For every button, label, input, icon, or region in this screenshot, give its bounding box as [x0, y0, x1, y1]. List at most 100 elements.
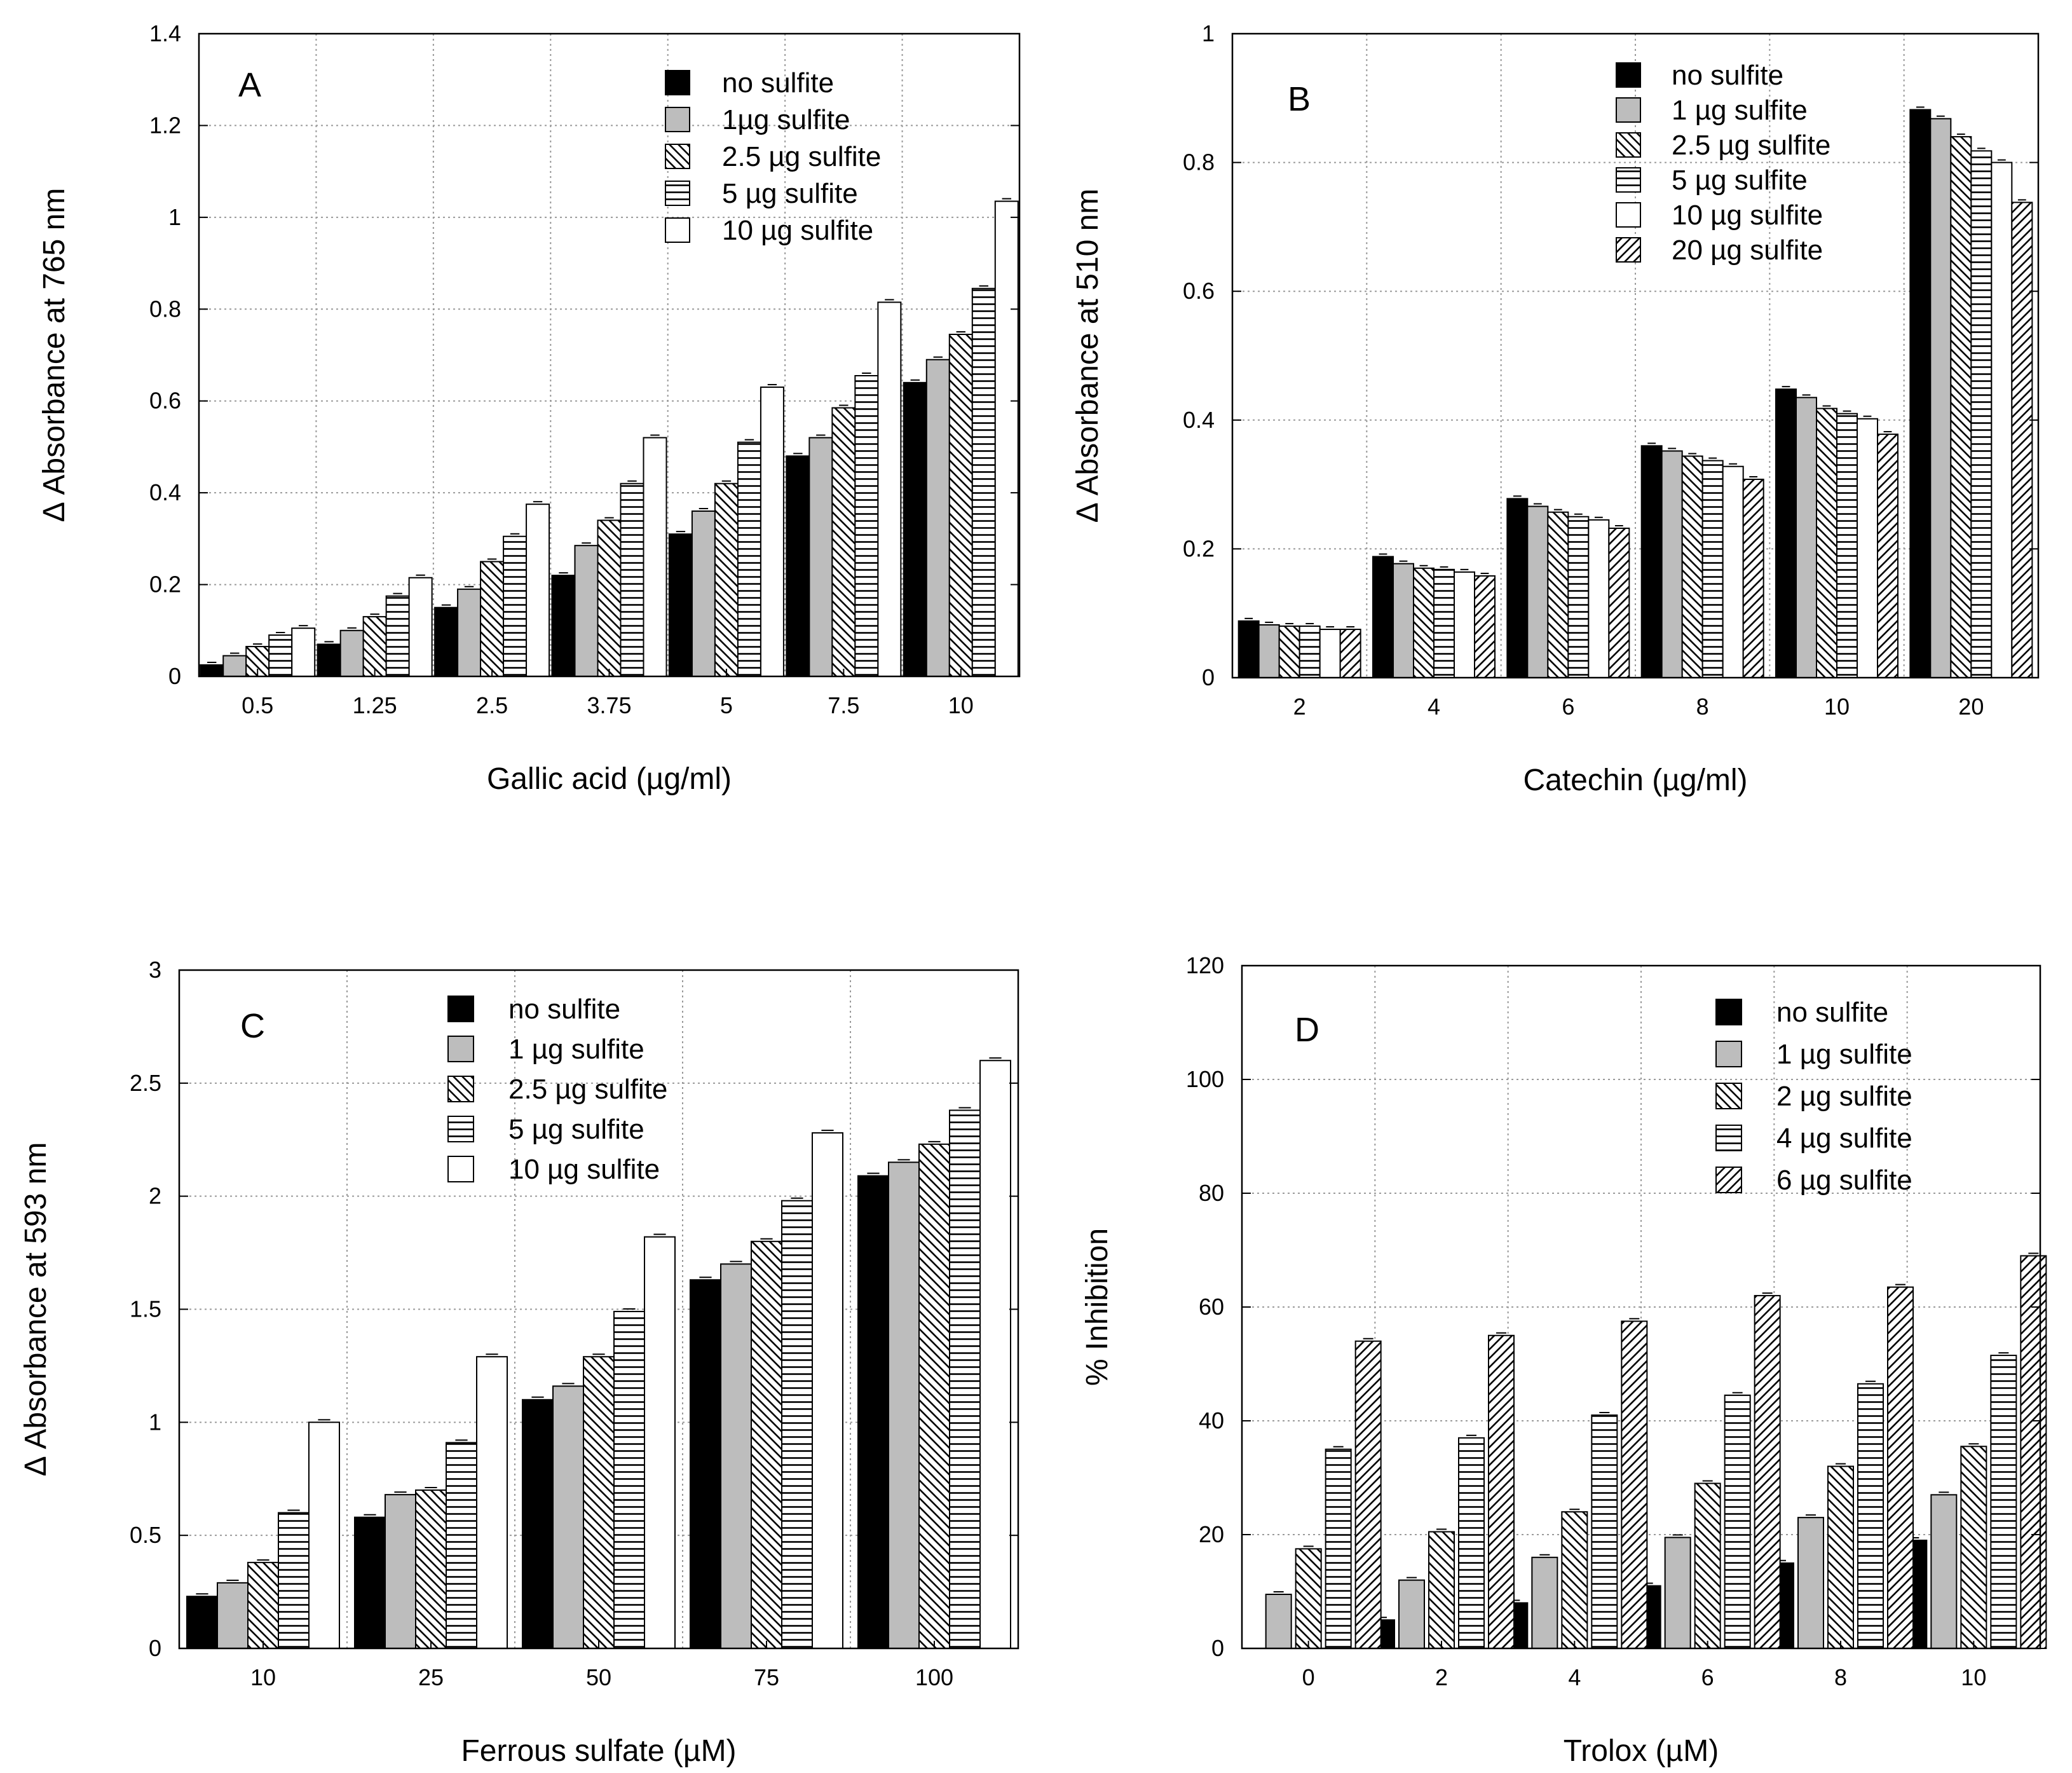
y-tick-label: 120 — [1186, 952, 1224, 978]
chart-panel-b: 0 0.2 0.4 0.6 0.8 1 2 4 6 8 10 20 Catechin (µg/ml) Δ … — [1071, 20, 2040, 797]
x-axis-title: Trolox (µM) — [1564, 1734, 1719, 1768]
y-tick-label: 0.2 — [1183, 535, 1215, 561]
bar-a-s4-c2 — [526, 503, 550, 677]
legend-swatch — [665, 144, 690, 169]
bar-c-s4-c4 — [979, 1060, 1011, 1650]
x-tick-label: 3.75 — [587, 692, 631, 718]
bar-a-s1-c0 — [222, 655, 247, 677]
bar-a-s4-c4 — [760, 387, 784, 677]
bar-b-s5-c4 — [1877, 434, 1898, 678]
x-tick-label: 100 — [915, 1664, 953, 1690]
bar-b-s5-c2 — [1608, 527, 1630, 679]
legend-swatch — [1616, 132, 1641, 158]
bar-b-s1-c0 — [1258, 624, 1280, 679]
bar-b-s2-c3 — [1681, 455, 1703, 678]
bar-d-s3-c3 — [1724, 1394, 1751, 1650]
legend: no sulfite 1µg sulfite 2.5 µg sulfite 5 µg … — [665, 67, 881, 246]
bar-a-s2-c1 — [362, 616, 387, 677]
y-tick-label: 0.4 — [149, 479, 181, 505]
x-tick-label: 25 — [418, 1664, 444, 1690]
y-tick-label: 0 — [1211, 1635, 1224, 1661]
bar-a-s4-c3 — [643, 437, 667, 677]
legend-swatch — [1715, 1041, 1742, 1067]
legend-swatch — [1715, 999, 1742, 1025]
y-tick-label: 1.5 — [130, 1296, 161, 1322]
bar-b-s2-c4 — [1816, 407, 1837, 678]
bar-a-s1-c5 — [808, 437, 833, 677]
bar-d-s4-c4 — [1887, 1286, 1914, 1650]
legend-swatch — [665, 217, 690, 243]
bar-c-s2-c2 — [583, 1356, 615, 1649]
legend-label: 1 µg sulfite — [1776, 1039, 1912, 1070]
panel-label: D — [1295, 1011, 1319, 1049]
bar-a-s1-c2 — [457, 588, 482, 677]
x-tick-label: 6 — [1562, 694, 1574, 720]
x-axis-title: Catechin (µg/ml) — [1523, 763, 1747, 797]
bar-b-s0-c0 — [1237, 620, 1260, 679]
bar-a-s3-c0 — [268, 634, 293, 677]
y-axis-title: Δ Absorbance at 765 nm — [37, 188, 71, 523]
bar-d-s1-c2 — [1531, 1556, 1558, 1650]
legend-swatch — [447, 996, 474, 1022]
bar-d-s3-c5 — [1990, 1355, 2017, 1649]
legend-label: 2.5 µg sulfite — [722, 141, 881, 172]
y-tick-label: 1 — [149, 1409, 161, 1435]
panel-label: C — [240, 1007, 265, 1045]
y-tick-label: 2 — [149, 1183, 161, 1209]
bar-c-s0-c3 — [690, 1279, 721, 1649]
legend: no sulfite 1 µg sulfite 2.5 µg sulfite 5 µg… — [1616, 60, 1830, 266]
bar-c-s2-c4 — [918, 1143, 950, 1649]
legend-label: no sulfite — [1672, 60, 1783, 91]
bar-b-s2-c0 — [1278, 625, 1300, 679]
bar-a-s0-c5 — [786, 455, 810, 677]
bar-c-s4-c3 — [812, 1132, 843, 1649]
bar-b-s2-c1 — [1413, 567, 1435, 678]
bar-d-s2-c4 — [1827, 1465, 1854, 1650]
bar-a-s2-c6 — [948, 334, 973, 677]
bar-b-s4-c0 — [1319, 629, 1341, 679]
bar-a-s4-c6 — [994, 200, 1019, 677]
bar-d-s2-c2 — [1561, 1511, 1588, 1649]
y-tick-label: 0 — [1202, 664, 1215, 690]
y-axis-title: Δ Absorbance at 510 nm — [1071, 189, 1105, 523]
x-tick-label: 4 — [1568, 1664, 1581, 1690]
bar-d-s1-c1 — [1398, 1579, 1425, 1650]
x-tick-label: 2.5 — [476, 692, 508, 718]
bar-d-s4-c5 — [2020, 1255, 2047, 1649]
y-tick-label: 40 — [1199, 1407, 1224, 1434]
bar-b-s0-c1 — [1372, 556, 1394, 679]
legend-label: 2.5 µg sulfite — [1672, 130, 1830, 161]
x-tick-label: 10 — [1824, 694, 1850, 720]
bar-a-s0-c0 — [200, 664, 224, 677]
x-tick-label: 20 — [1958, 694, 1984, 720]
legend-swatch — [665, 70, 690, 95]
bar-d-s4-c2 — [1621, 1320, 1648, 1649]
bar-d-s2-c0 — [1295, 1548, 1322, 1649]
bar-a-s4-c1 — [408, 577, 433, 677]
bar-a-s0-c4 — [668, 533, 693, 678]
y-tick-label: 1.4 — [149, 20, 181, 46]
bar-b-s4-c4 — [1857, 418, 1878, 678]
chart-panel-a: 0 0.2 0.4 0.6 0.8 1 1.2 1.4 0.5 1.25 2.5 3.75 5 7.5 10… — [37, 20, 1021, 796]
bar-d-s3-c2 — [1591, 1414, 1618, 1650]
bar-c-s1-c3 — [720, 1263, 752, 1650]
x-axis-title: Ferrous sulfate (µM) — [461, 1734, 736, 1768]
x-tick-label: 7.5 — [828, 692, 859, 718]
legend-label: 6 µg sulfite — [1776, 1165, 1912, 1196]
bar-b-s5-c0 — [1339, 629, 1361, 679]
y-tick-label: 100 — [1186, 1066, 1224, 1092]
bar-a-s1-c4 — [691, 510, 716, 677]
bar-c-s2-c0 — [247, 1561, 279, 1650]
panel-label: B — [1288, 80, 1311, 118]
bar-b-s0-c4 — [1775, 388, 1797, 679]
bar-c-s3-c0 — [278, 1512, 310, 1650]
bar-b-s5-c5 — [2011, 202, 2033, 678]
y-tick-label: 0.8 — [149, 296, 181, 322]
y-tick-label: 0.4 — [1183, 407, 1215, 433]
y-axis-title: Δ Absorbance at 593 nm — [19, 1142, 53, 1477]
legend-swatch — [447, 1156, 474, 1182]
bar-c-s2-c1 — [415, 1489, 447, 1650]
bar-b-s5-c3 — [1742, 478, 1764, 678]
panel-label: A — [238, 66, 261, 104]
